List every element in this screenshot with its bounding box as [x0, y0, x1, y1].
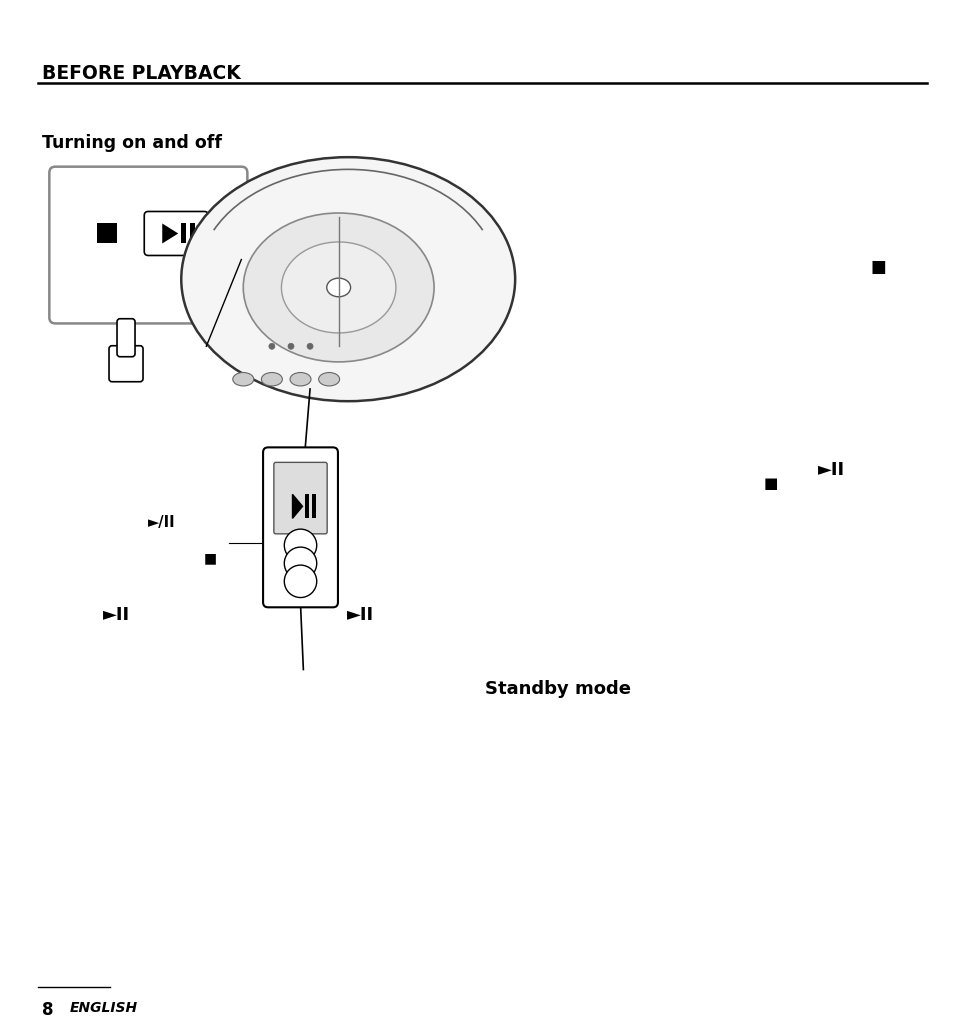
Polygon shape [162, 223, 178, 243]
Ellipse shape [281, 242, 395, 333]
Circle shape [269, 343, 274, 349]
Text: Standby mode: Standby mode [484, 680, 630, 698]
Bar [304, 494, 308, 518]
Circle shape [288, 343, 294, 349]
Text: ENGLISH: ENGLISH [70, 1001, 138, 1015]
Text: ►/II: ►/II [148, 515, 175, 529]
Text: Turning on and off: Turning on and off [42, 134, 222, 152]
Bar [190, 223, 195, 243]
Circle shape [307, 343, 313, 349]
Bar [97, 223, 117, 243]
Bar [181, 223, 186, 243]
Text: BEFORE PLAYBACK: BEFORE PLAYBACK [42, 64, 240, 83]
Text: ■: ■ [203, 551, 216, 566]
FancyBboxPatch shape [117, 318, 135, 357]
FancyBboxPatch shape [50, 166, 247, 324]
Text: ■: ■ [762, 477, 778, 491]
Text: ►II: ►II [347, 606, 374, 625]
Ellipse shape [233, 372, 253, 386]
Ellipse shape [326, 278, 350, 297]
FancyBboxPatch shape [144, 212, 208, 255]
Circle shape [284, 566, 316, 598]
FancyBboxPatch shape [263, 448, 337, 607]
Ellipse shape [181, 157, 515, 401]
Ellipse shape [290, 372, 311, 386]
Circle shape [284, 547, 316, 579]
Text: ►II: ►II [103, 606, 130, 625]
Bar [312, 494, 315, 518]
Ellipse shape [318, 372, 339, 386]
FancyBboxPatch shape [274, 462, 327, 534]
Ellipse shape [261, 372, 282, 386]
Text: ►II: ►II [818, 461, 844, 480]
Polygon shape [293, 494, 302, 518]
FancyBboxPatch shape [109, 345, 143, 382]
Ellipse shape [243, 213, 434, 362]
Text: 8: 8 [42, 1001, 53, 1018]
Circle shape [284, 529, 316, 561]
Text: ■: ■ [870, 257, 885, 276]
